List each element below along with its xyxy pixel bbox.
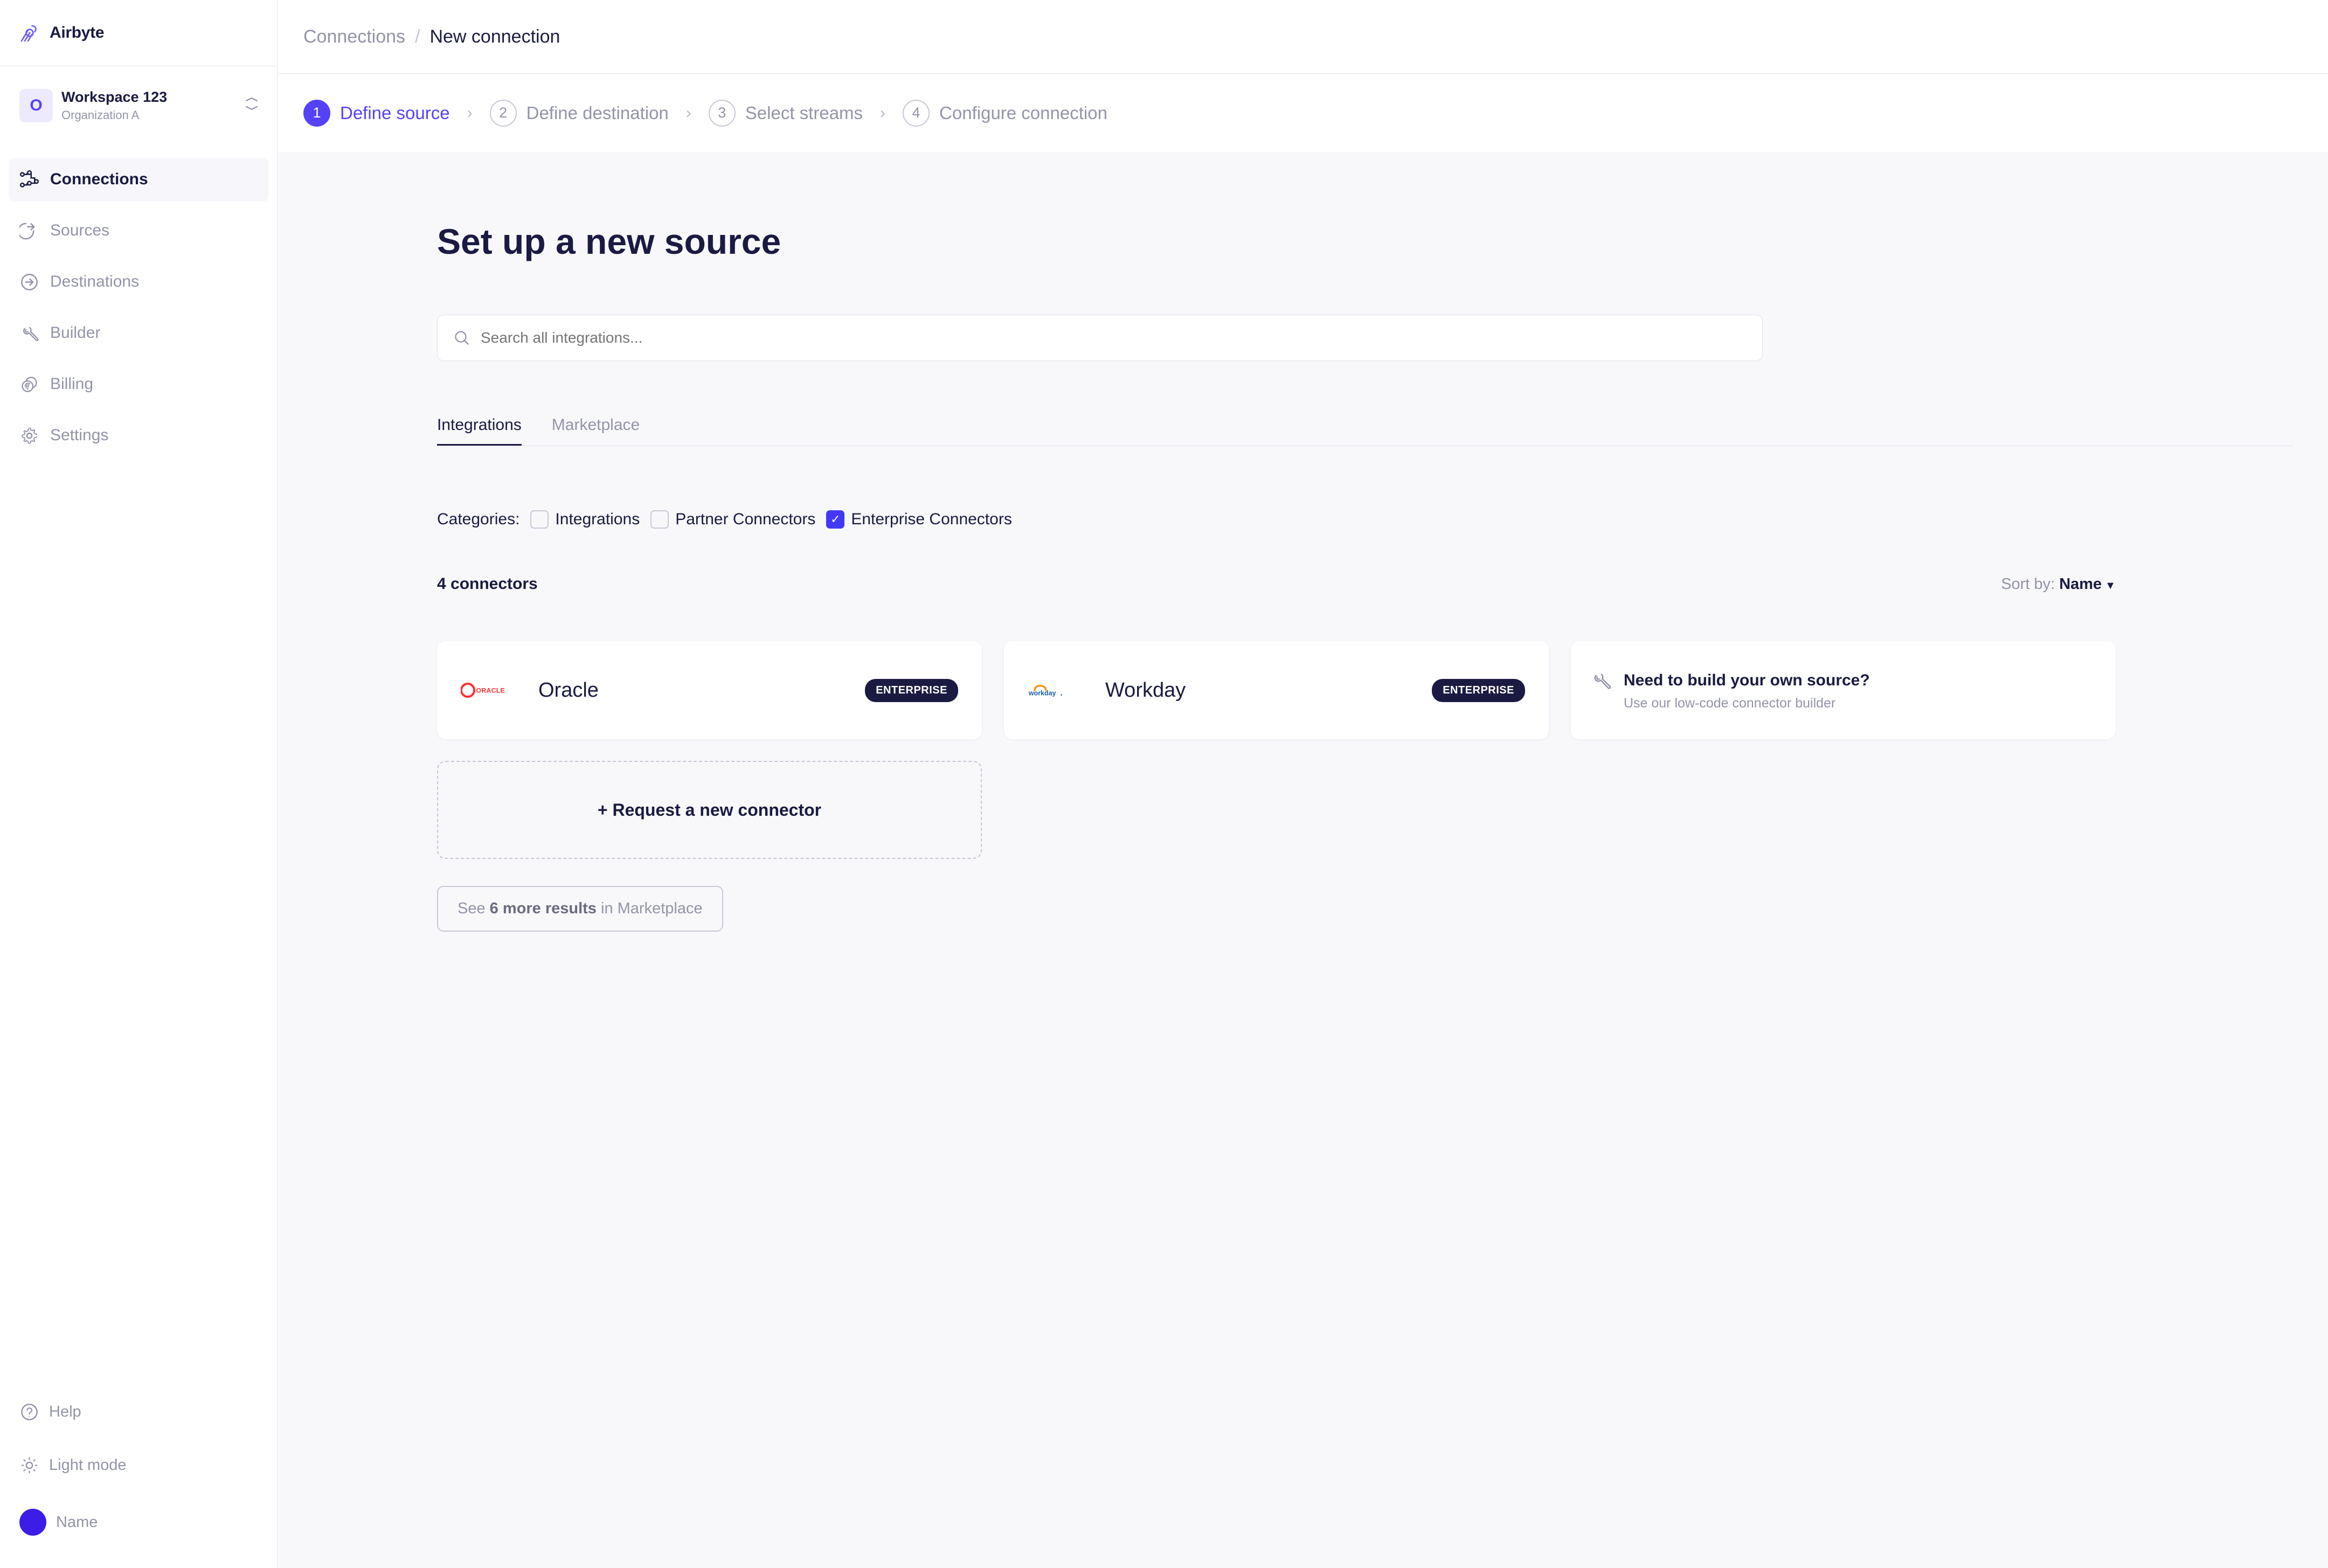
svg-text:ORACLE: ORACLE <box>476 686 505 694</box>
svg-text:workday: workday <box>1028 690 1056 697</box>
